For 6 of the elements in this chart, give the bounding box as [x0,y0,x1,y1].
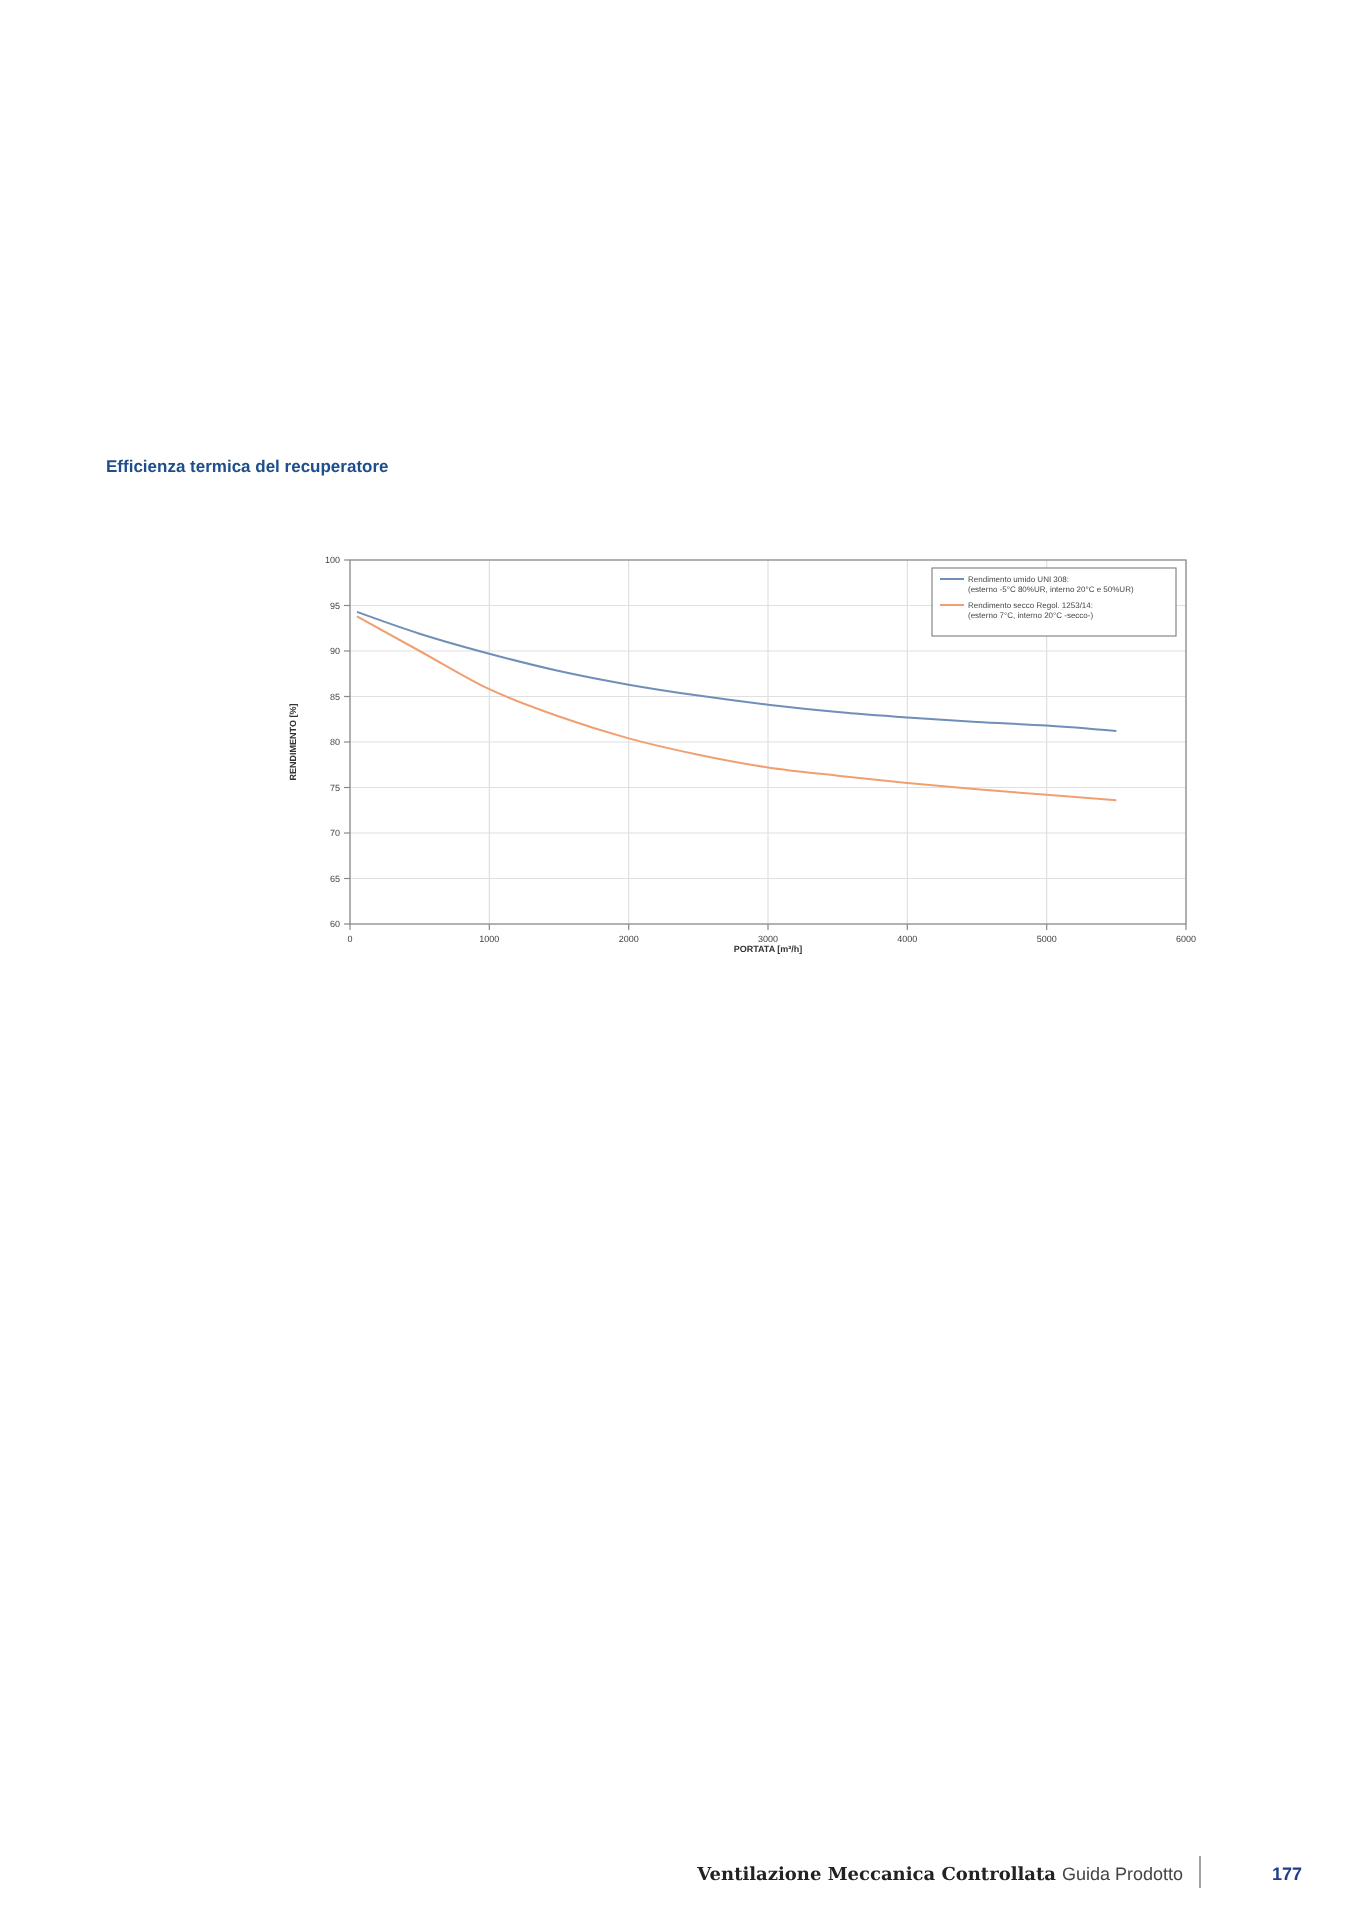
line-series [355,610,1118,733]
text: 177 [1271,1864,1302,1884]
chart-title: Efficienza termica del recuperatore [106,456,390,476]
text: Guida Prodotto [1062,1864,1184,1884]
line-series [355,615,1118,802]
text: Ventilazione Meccanica Controllata [695,1866,1057,1886]
